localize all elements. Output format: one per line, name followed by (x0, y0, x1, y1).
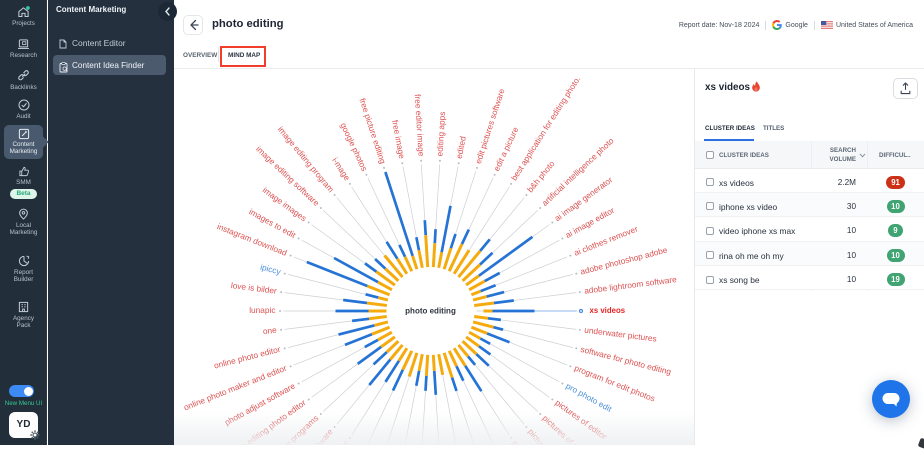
svg-text:ipiccy: ipiccy (259, 262, 282, 277)
svg-text:i-mage: i-mage (330, 156, 352, 183)
svg-text:online photo maker and editor: online photo maker and editor (182, 363, 288, 413)
svg-text:xs videos: xs videos (590, 306, 626, 315)
svg-text:underwater pictures: underwater pictures (584, 325, 658, 344)
svg-text:lunapic: lunapic (249, 305, 275, 315)
svg-text:love is bilder: love is bilder (230, 280, 277, 296)
svg-text:edited: edited (454, 135, 468, 159)
svg-text:online photo editor: online photo editor (213, 344, 282, 371)
svg-text:one: one (262, 325, 277, 337)
svg-text:free editor image: free editor image (413, 94, 427, 157)
svg-text:free image: free image (390, 119, 407, 160)
svg-text:editing apps: editing apps (434, 111, 447, 156)
svg-text:adobe lightroom software: adobe lightroom software (584, 274, 678, 296)
svg-text:image editing program: image editing program (276, 124, 336, 194)
svg-text:photo editing: photo editing (405, 307, 456, 316)
svg-text:image editing software: image editing software (254, 144, 322, 208)
